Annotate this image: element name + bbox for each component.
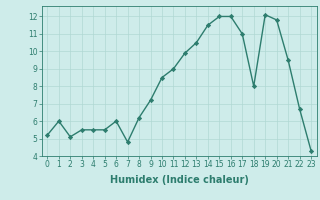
X-axis label: Humidex (Indice chaleur): Humidex (Indice chaleur) (110, 175, 249, 185)
